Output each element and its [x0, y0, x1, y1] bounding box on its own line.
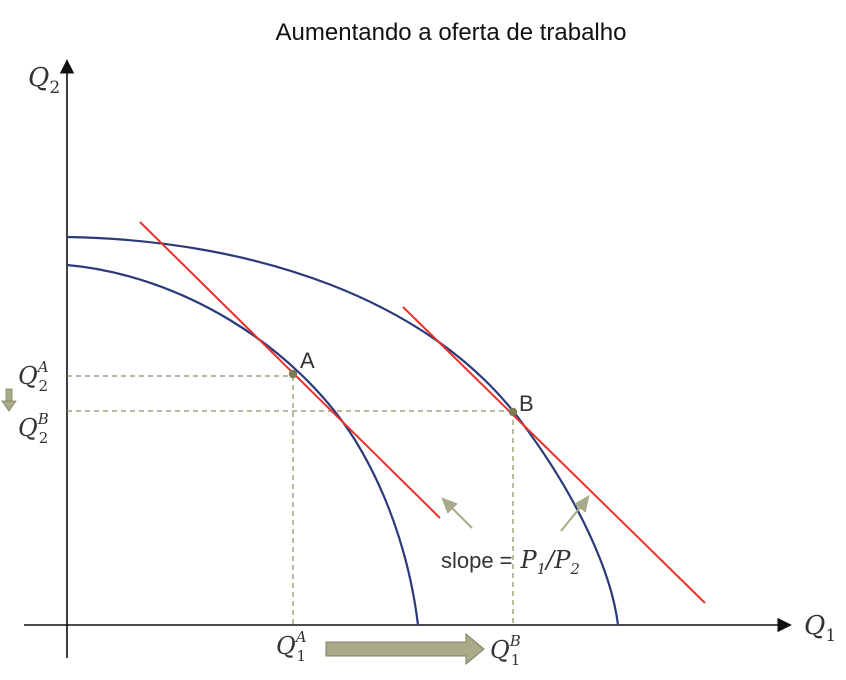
tangent-line-a: [139, 221, 441, 519]
tick-q1a: QA 1: [276, 628, 307, 665]
ppf-outer-curve: [66, 235, 620, 626]
diagram-title: Aumentando a oferta de trabalho: [276, 19, 627, 46]
x-axis-label: Q1: [804, 611, 836, 646]
tick-q1b: QB 1: [490, 632, 521, 669]
point-b: [508, 407, 518, 417]
slope-annotation: slope = P1/P2: [441, 546, 580, 578]
tangent-line-b: [402, 306, 706, 604]
y-axis-label: Q2: [28, 63, 60, 98]
tick-q2a: QA 2: [18, 358, 49, 395]
right-arrow-icon: [325, 632, 485, 666]
point-a: [288, 369, 298, 379]
point-b-label: B: [519, 391, 534, 416]
tick-q2b: QB 2: [18, 410, 49, 447]
slope-pointer-left: [441, 497, 473, 529]
slope-pointer-right: [560, 494, 590, 532]
down-arrow-icon: [1, 388, 17, 412]
point-a-label: A: [300, 348, 315, 373]
